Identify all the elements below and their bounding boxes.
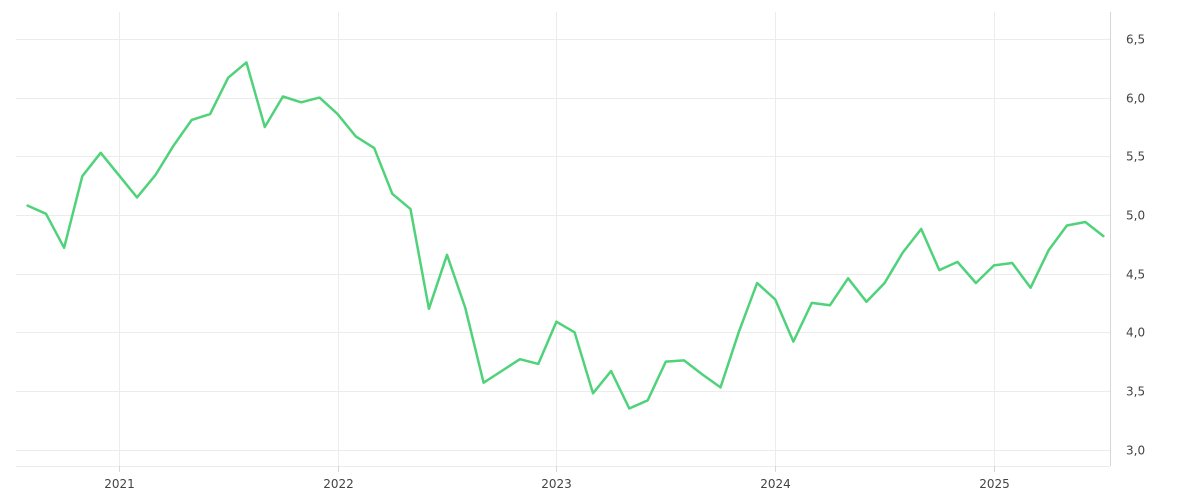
y-tick-label: 3,0	[1126, 444, 1145, 458]
y-tick-label: 6,0	[1126, 92, 1145, 106]
x-tick-label: 2022	[323, 477, 354, 491]
y-tick-label: 3,5	[1126, 385, 1145, 399]
axes	[119, 12, 1111, 472]
series-line	[26, 61, 1105, 410]
tick-labels: 3,0 3,5 4,0 4,5 5,0 5,5 6,0 6,5 2021 2022 2023 2024…	[104, 33, 1145, 492]
y-tick-label: 5,5	[1126, 150, 1145, 164]
x-tick-label: 2023	[541, 477, 572, 491]
grid-lines	[16, 12, 1110, 467]
x-tick-label: 2021	[104, 477, 135, 491]
series-layer	[26, 61, 1105, 410]
y-tick-label: 5,0	[1126, 209, 1145, 223]
y-tick-label: 4,0	[1126, 326, 1145, 340]
x-tick-label: 2025	[979, 477, 1010, 491]
x-tick-label: 2024	[760, 477, 791, 491]
y-tick-label: 4,5	[1126, 268, 1145, 282]
y-tick-label: 6,5	[1126, 33, 1145, 47]
